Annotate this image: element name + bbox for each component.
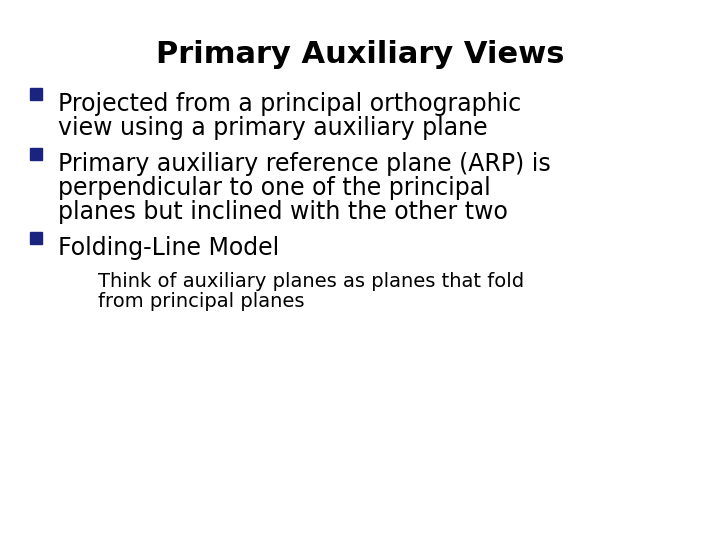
Text: Folding-Line Model: Folding-Line Model — [58, 236, 279, 260]
Bar — [30, 88, 42, 100]
Text: view using a primary auxiliary plane: view using a primary auxiliary plane — [58, 116, 487, 140]
Text: perpendicular to one of the principal: perpendicular to one of the principal — [58, 176, 491, 200]
Bar — [30, 232, 42, 244]
Text: Primary auxiliary reference plane (ARP) is: Primary auxiliary reference plane (ARP) … — [58, 152, 551, 176]
Text: Think of auxiliary planes as planes that fold: Think of auxiliary planes as planes that… — [98, 272, 524, 291]
Text: from principal planes: from principal planes — [98, 292, 305, 311]
Bar — [30, 148, 42, 160]
Text: Primary Auxiliary Views: Primary Auxiliary Views — [156, 40, 564, 69]
Text: Projected from a principal orthographic: Projected from a principal orthographic — [58, 92, 521, 116]
Text: planes but inclined with the other two: planes but inclined with the other two — [58, 200, 508, 224]
Bar — [72, 269, 82, 279]
